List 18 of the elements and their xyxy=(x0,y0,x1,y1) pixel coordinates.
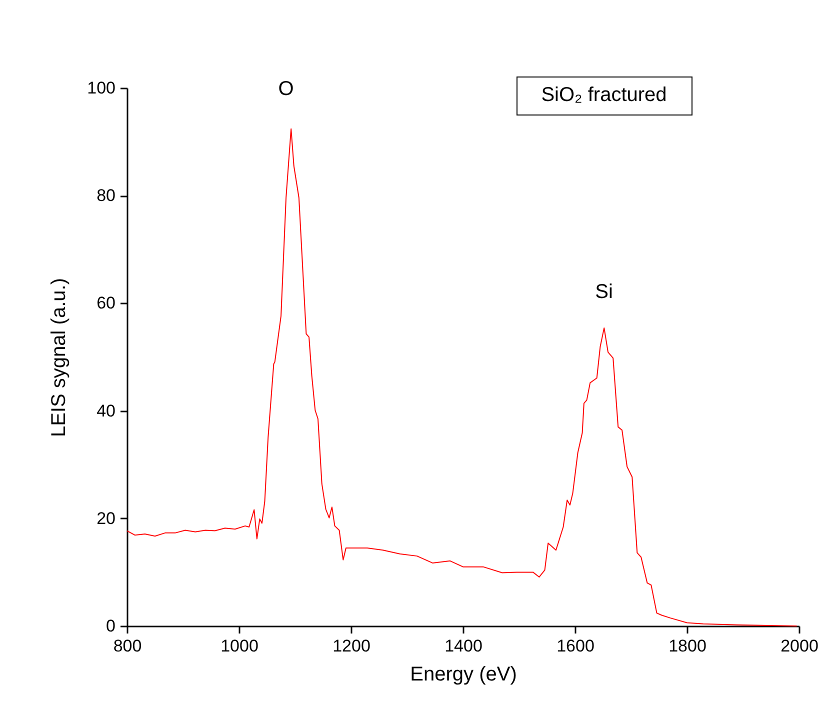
annotation: Si xyxy=(595,281,613,303)
x-tick-label: 2000 xyxy=(780,636,818,656)
y-tick-label: 40 xyxy=(96,401,116,420)
y-tick-label: 100 xyxy=(87,78,116,98)
x-tick-label: 1000 xyxy=(220,636,258,656)
x-tick-label: 1800 xyxy=(668,636,706,656)
y-axis-title: LEIS sygnal (a.u.) xyxy=(48,278,70,437)
x-tick-label: 1200 xyxy=(332,636,370,656)
y-tick-label: 0 xyxy=(106,616,116,636)
x-axis-title: Energy (eV) xyxy=(410,664,517,686)
annotation: SiO₂ fractured xyxy=(541,84,667,106)
annotation: O xyxy=(278,78,294,100)
y-tick-label: 80 xyxy=(96,186,116,206)
x-tick-label: 1600 xyxy=(556,636,594,656)
x-tick-label: 800 xyxy=(113,636,142,656)
y-tick-label: 20 xyxy=(96,508,116,528)
x-tick-label: 1400 xyxy=(444,636,482,656)
y-tick-label: 60 xyxy=(96,294,116,313)
